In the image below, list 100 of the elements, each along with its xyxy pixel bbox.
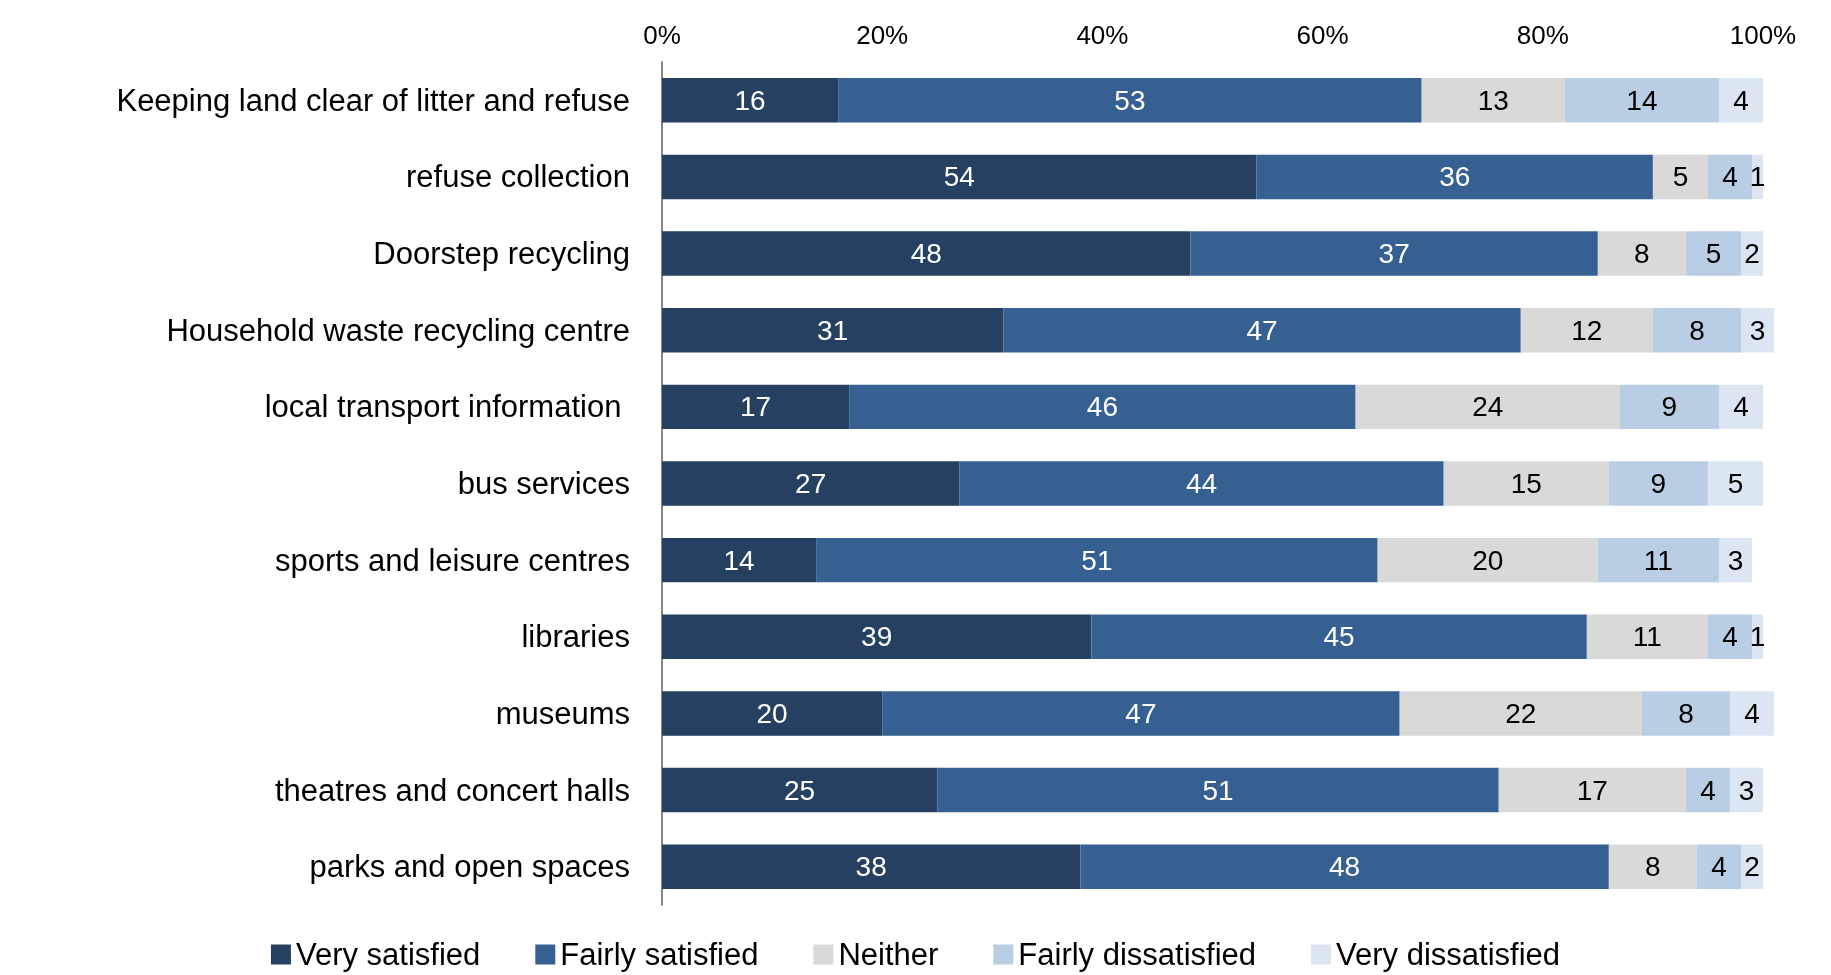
data-label: 46 (1086, 391, 1118, 423)
legend-label: Neither (838, 937, 939, 972)
legend-label: Fairly dissatisfied (1018, 937, 1257, 972)
bar (662, 461, 960, 506)
bar (662, 78, 839, 123)
bar (1608, 844, 1697, 889)
data-label: 4 (1733, 391, 1749, 423)
data-label: 48 (910, 238, 942, 270)
data-label: 1 (1749, 621, 1766, 653)
bar (1443, 461, 1609, 506)
data-label: 51 (1202, 774, 1234, 806)
data-label: 39 (861, 621, 893, 653)
bar (1498, 767, 1686, 813)
data-label: 14 (723, 544, 755, 576)
bar (662, 691, 883, 736)
bar (1399, 691, 1642, 736)
data-label: 25 (784, 774, 816, 806)
data-label: 38 (855, 851, 887, 883)
data-label: 8 (1678, 697, 1694, 729)
x-tick-label: 0% (643, 20, 681, 50)
bar (1641, 691, 1730, 736)
data-label: 15 (1510, 468, 1542, 499)
data-label: 37 (1378, 238, 1410, 270)
data-label: 22 (1505, 697, 1537, 729)
bar (1564, 78, 1719, 123)
bar (959, 461, 1444, 506)
bar (662, 308, 1004, 353)
y-tick-label: parks and open spaces (309, 849, 630, 885)
bar (1608, 461, 1708, 506)
data-label: 3 (1738, 774, 1755, 806)
data-label: 8 (1634, 238, 1650, 270)
bar (1696, 844, 1741, 889)
data-label: 53 (1114, 84, 1146, 116)
bar (1718, 78, 1763, 123)
bar (662, 537, 817, 583)
data-label: 51 (1081, 544, 1113, 576)
data-label: 20 (1472, 544, 1504, 576)
y-tick-label: refuse collection (405, 159, 630, 195)
data-label: 47 (1246, 314, 1278, 346)
y-tick-label: Doorstep recycling (373, 236, 630, 272)
bar (1091, 614, 1587, 659)
y-tick-label: theatres and concert halls (275, 772, 630, 808)
bar (1586, 614, 1708, 659)
data-label: 2 (1744, 851, 1760, 883)
bar (1707, 614, 1752, 659)
data-label: 45 (1323, 621, 1355, 653)
bar (662, 384, 850, 430)
y-tick-label: local transport information (264, 389, 630, 425)
bar (1003, 308, 1521, 353)
y-tick-label: sports and leisure centres (275, 542, 630, 578)
bar (937, 767, 1499, 813)
bar (849, 384, 1356, 430)
bar (662, 844, 1081, 889)
x-tick-label: 20% (856, 20, 909, 50)
data-label: 9 (1650, 468, 1667, 499)
data-label: 2 (1744, 238, 1760, 270)
bar (662, 614, 1092, 659)
y-tick-label: libraries (521, 619, 630, 655)
data-label: 27 (795, 468, 827, 499)
bar (1377, 537, 1598, 583)
data-label: 47 (1125, 697, 1157, 729)
data-label: 8 (1689, 314, 1705, 346)
bar (1707, 154, 1752, 200)
bar (662, 231, 1191, 276)
data-label: 4 (1722, 161, 1738, 193)
data-label: 13 (1477, 84, 1509, 116)
bar (662, 767, 938, 813)
bar (838, 78, 1422, 123)
bar (1707, 461, 1763, 506)
legend-label: Very dissatisfied (1336, 937, 1561, 972)
data-label: 8 (1645, 851, 1661, 883)
data-label: 3 (1727, 544, 1744, 576)
y-tick-label: Household waste recycling centre (166, 312, 630, 348)
data-label: 14 (1626, 84, 1658, 116)
data-label: 48 (1329, 851, 1361, 883)
bar (1080, 844, 1609, 889)
data-label: 4 (1700, 774, 1716, 806)
x-tick-label: 60% (1296, 20, 1349, 50)
bar (1729, 691, 1774, 736)
bar (1652, 154, 1708, 200)
data-label: 4 (1711, 851, 1727, 883)
x-tick-label: 100% (1729, 20, 1797, 50)
data-label: 20 (756, 697, 788, 729)
data-label: 4 (1733, 84, 1749, 116)
bar (1685, 767, 1730, 813)
data-label: 5 (1672, 161, 1689, 193)
y-tick-label: Keeping land clear of litter and refuse (116, 82, 630, 118)
data-label: 31 (817, 314, 849, 346)
bar (1421, 78, 1565, 123)
bar (1619, 384, 1719, 430)
bar (816, 537, 1378, 583)
data-label: 11 (1632, 621, 1662, 653)
bar (1520, 308, 1653, 353)
data-label: 9 (1661, 391, 1678, 423)
bar (1597, 231, 1686, 276)
data-label: 24 (1472, 391, 1504, 423)
data-label: 17 (1576, 774, 1608, 806)
bar (1718, 384, 1763, 430)
data-label: 36 (1439, 161, 1471, 193)
data-label: 3 (1749, 314, 1766, 346)
